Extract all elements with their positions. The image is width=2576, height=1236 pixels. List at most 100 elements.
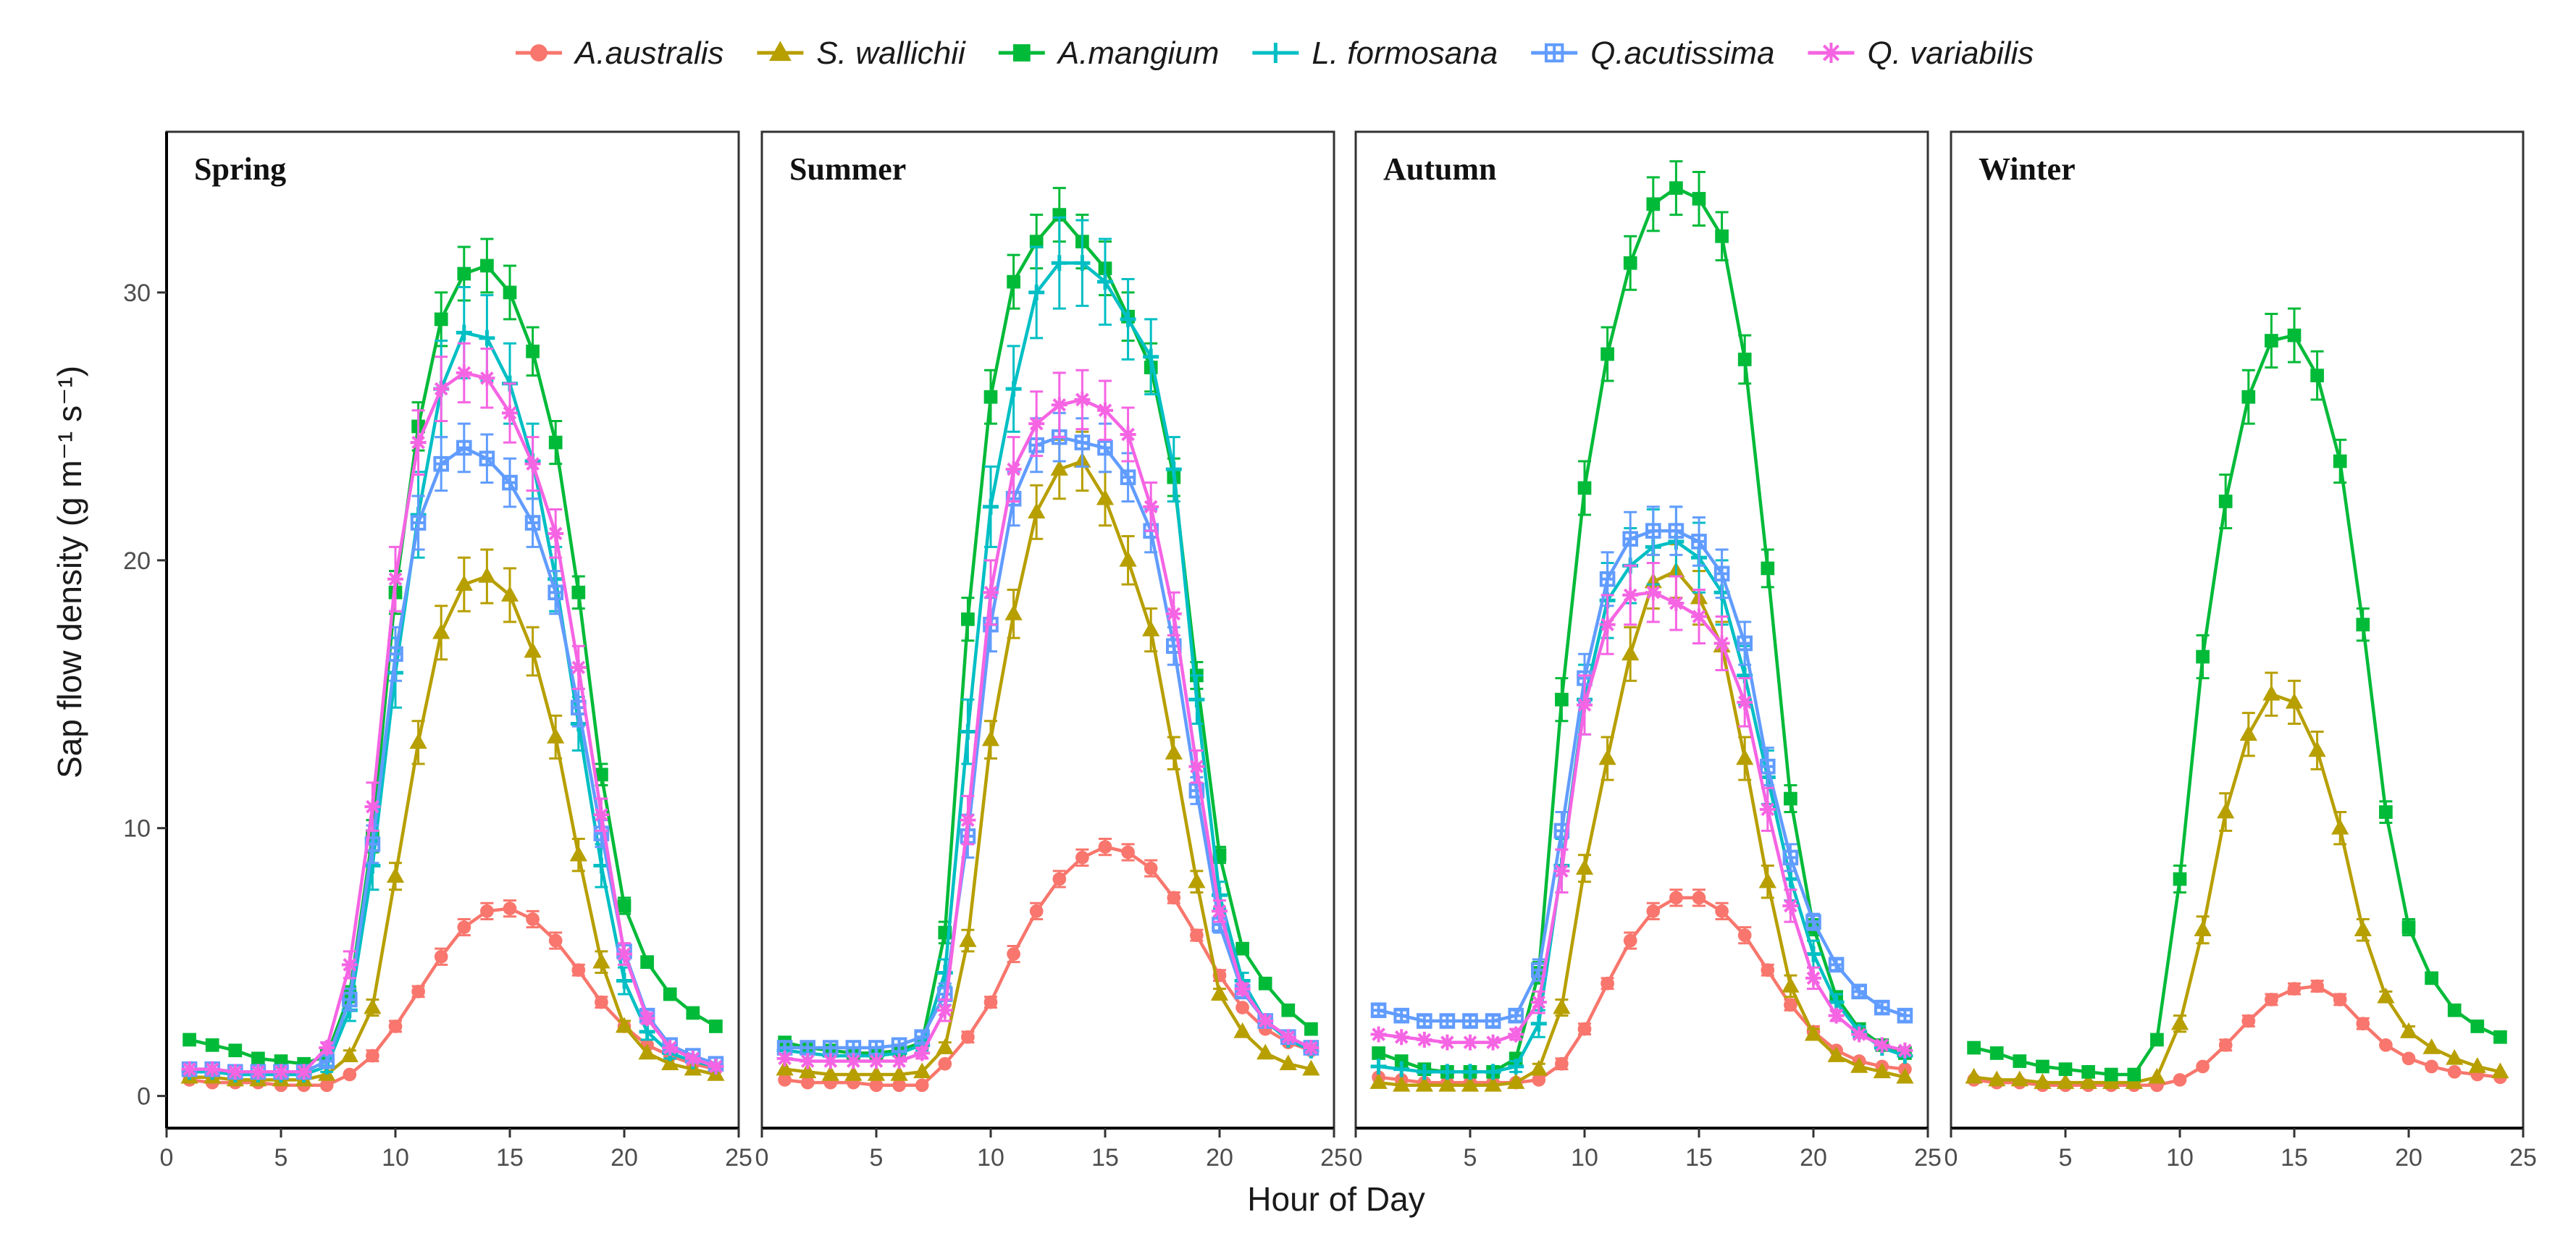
data-point: [961, 612, 975, 626]
data-point: [595, 768, 608, 782]
data-point: [1600, 976, 1614, 991]
data-point: [1280, 1029, 1296, 1046]
legend-marker-a-mangium: [1012, 44, 1031, 62]
data-point: [1737, 635, 1753, 652]
data-point: [273, 1064, 289, 1080]
data-point: [2379, 1038, 2393, 1052]
data-point: [2356, 1017, 2370, 1031]
data-point: [1302, 1059, 1320, 1076]
data-point: [2401, 1051, 2416, 1066]
legend-item-q-variabilis: Q. variabilis: [1808, 35, 2034, 71]
data-point: [1212, 903, 1228, 920]
data-point: [2287, 328, 2302, 342]
data-point: [1098, 840, 1112, 854]
x-tick-label: 25: [1320, 1144, 1348, 1172]
legend-marker-q-acutissima: [1544, 43, 1564, 63]
data-point: [1598, 749, 1616, 765]
data-point: [1646, 904, 1661, 918]
data-point: [1804, 1025, 1823, 1041]
data-point: [845, 1053, 862, 1069]
data-point: [2333, 993, 2347, 1006]
data-point: [1257, 1013, 1274, 1030]
data-point: [1897, 1007, 1913, 1024]
data-point: [2170, 1014, 2189, 1030]
x-tick-label: 0: [160, 1144, 174, 1172]
data-point: [295, 1064, 312, 1080]
data-point: [1782, 897, 1799, 914]
y-axis-title: Sap flow density (g m⁻¹ s⁻¹): [51, 366, 88, 778]
data-point: [1369, 1073, 1388, 1089]
data-point: [547, 584, 564, 601]
data-point: [204, 1061, 221, 1077]
data-point: [1874, 999, 1890, 1016]
legend-marker-s-wallichii: [768, 41, 792, 62]
data-point: [2241, 390, 2256, 404]
data-point: [1120, 426, 1136, 442]
data-point: [388, 1020, 403, 1033]
data-point: [1051, 255, 1067, 272]
legend-item-q-acutissima: Q.acutissima: [1531, 35, 1774, 71]
data-point: [2265, 334, 2278, 348]
data-point: [983, 995, 998, 1009]
data-point: [1988, 1070, 2006, 1087]
data-point: [1828, 957, 1845, 973]
data-point: [2470, 1020, 2485, 1033]
y-tick-label: 30: [123, 279, 151, 307]
data-point: [480, 258, 494, 273]
data-point: [1393, 1007, 1410, 1024]
data-point: [2308, 741, 2326, 757]
data-point: [2036, 1059, 2050, 1074]
data-point: [1508, 1007, 1524, 1024]
data-point: [1851, 983, 1867, 1000]
data-point: [1439, 1034, 1456, 1051]
data-point: [2013, 1054, 2027, 1068]
data-point: [1713, 635, 1730, 652]
y-tick-label: 10: [123, 815, 151, 843]
series-q-variabilis: [181, 342, 724, 1080]
panel-title: Summer: [789, 151, 906, 187]
data-point: [938, 1056, 952, 1071]
data-point: [1532, 1073, 1546, 1087]
data-point: [639, 1023, 655, 1040]
data-point: [2401, 920, 2416, 934]
data-point: [1121, 845, 1135, 859]
data-point: [2010, 1070, 2029, 1087]
data-point: [547, 525, 564, 542]
data-point: [2150, 1033, 2164, 1047]
data-point: [2447, 1003, 2462, 1017]
panel-winter: 0 5 10 15 20 25 Winter: [1944, 130, 2537, 1172]
data-point: [2104, 1067, 2118, 1082]
data-point: [569, 845, 587, 862]
data-point: [1028, 284, 1045, 300]
data-point: [386, 867, 405, 883]
data-point: [433, 455, 450, 472]
data-point: [2081, 1064, 2095, 1079]
data-point: [2034, 1073, 2052, 1089]
legend-item-l-formosana: L. formosana: [1252, 35, 1498, 71]
data-point: [2446, 1048, 2464, 1065]
series-group: [1965, 307, 2509, 1093]
data-point: [409, 733, 427, 749]
data-point: [1234, 980, 1251, 997]
data-point: [1784, 998, 1797, 1012]
data-point: [1828, 994, 1845, 1011]
legend-marker-q-variabilis: [1821, 43, 1842, 63]
x-tick-label: 5: [870, 1144, 884, 1172]
data-point: [800, 1075, 815, 1090]
data-point: [1896, 1067, 1914, 1084]
x-tick-label: 15: [1091, 1144, 1119, 1172]
data-point: [2379, 805, 2393, 819]
data-point: [548, 435, 563, 450]
data-point: [1897, 1042, 1913, 1059]
data-point: [1004, 604, 1023, 621]
data-point: [364, 998, 382, 1014]
data-point: [1761, 561, 1775, 576]
data-point: [1462, 1064, 1478, 1080]
data-point: [478, 567, 496, 583]
data-point: [1028, 416, 1045, 432]
data-point: [1967, 1040, 1981, 1055]
data-point: [2425, 1059, 2438, 1074]
data-point: [1713, 566, 1730, 582]
data-point: [1553, 998, 1571, 1014]
data-point: [251, 1051, 265, 1066]
